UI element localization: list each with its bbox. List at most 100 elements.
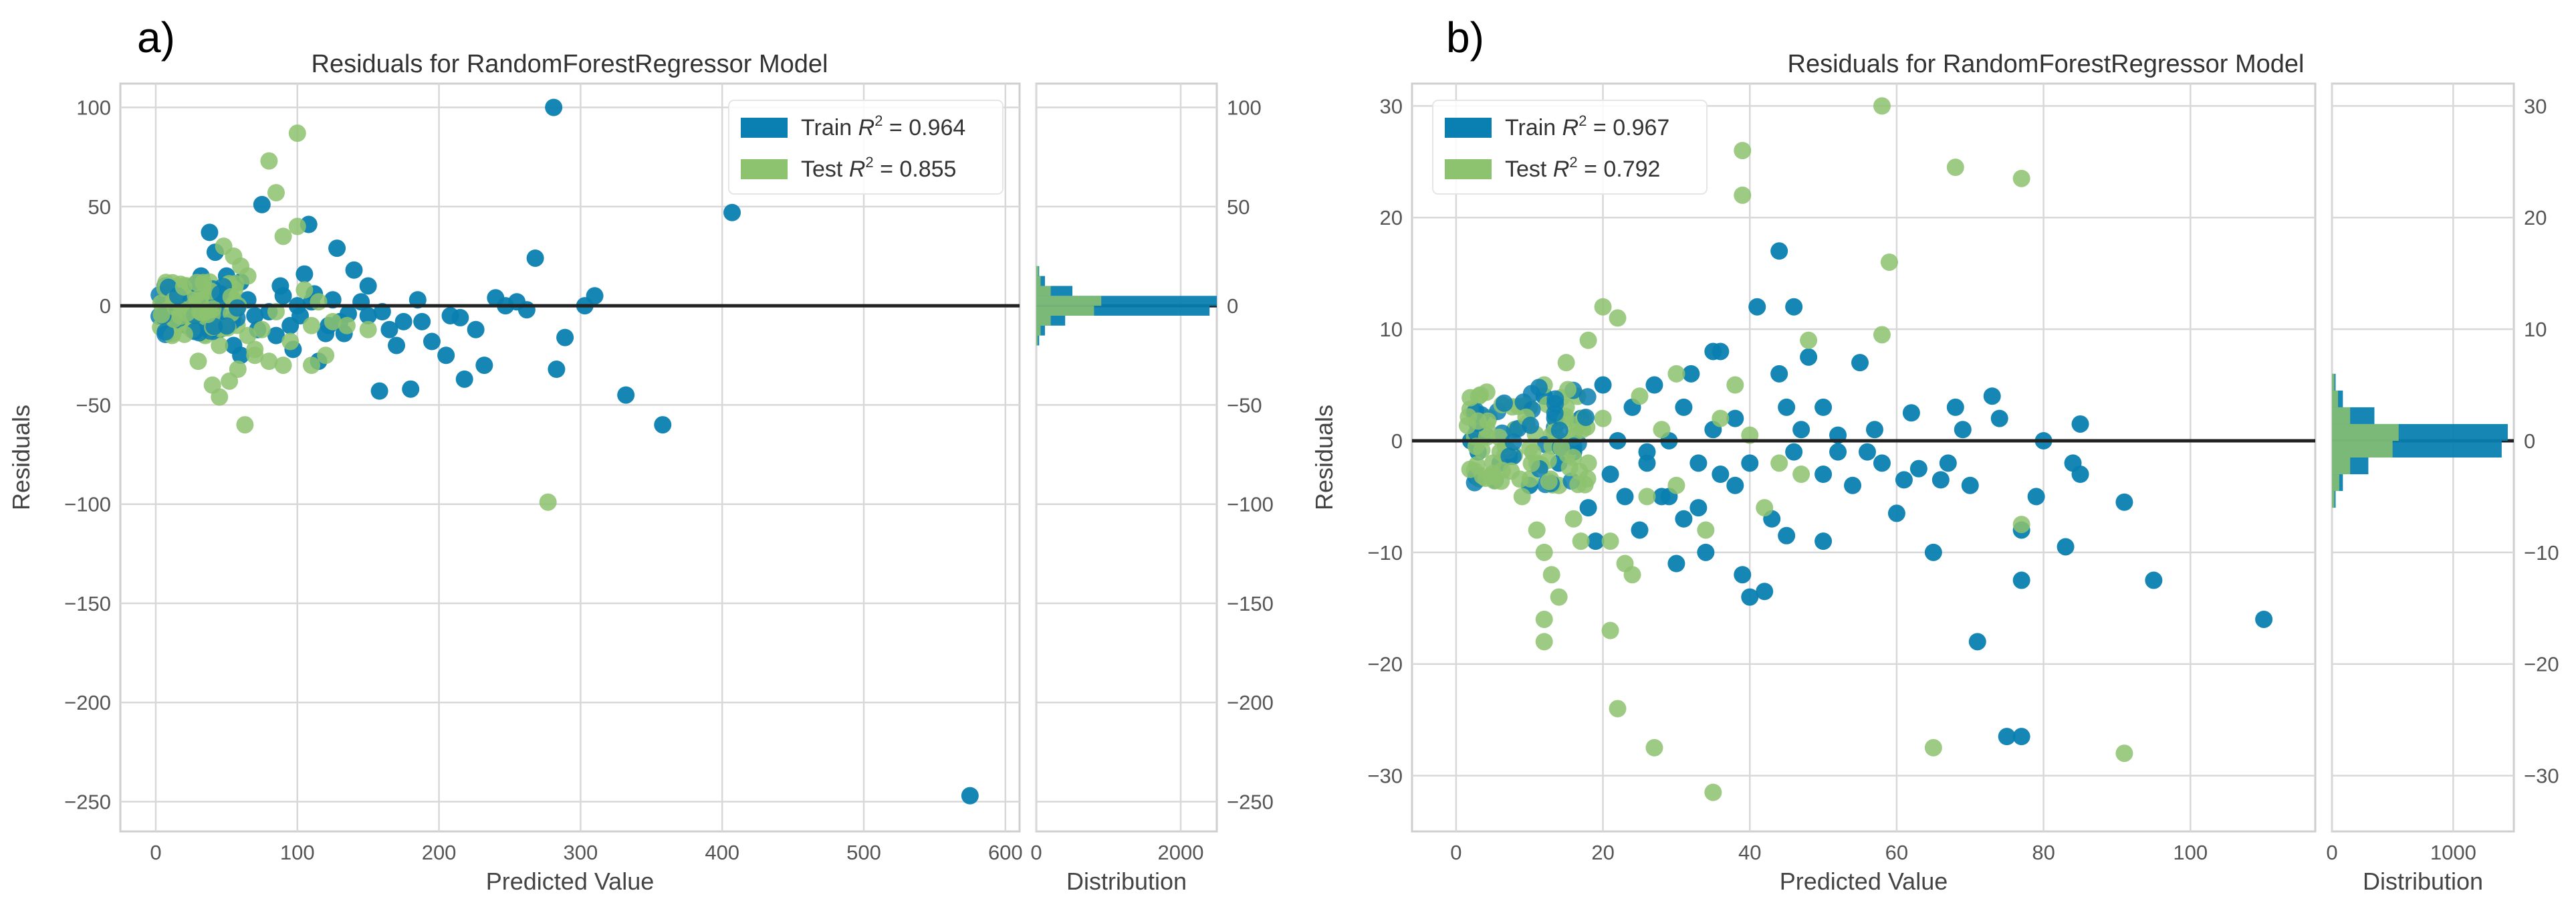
test-point — [211, 336, 229, 355]
test-histogram-bar — [1036, 266, 1039, 276]
train-point — [359, 277, 377, 295]
test-point — [1873, 326, 1891, 344]
train-point — [380, 320, 398, 338]
test-point — [1756, 499, 1774, 517]
legend-series-name: Train — [1505, 115, 1562, 140]
test-point — [189, 352, 207, 371]
y-tick-label: −150 — [64, 592, 111, 615]
test-point — [1734, 142, 1752, 160]
legend-r2-value: = 0.855 — [874, 157, 957, 182]
train-point — [1778, 398, 1796, 416]
y-axis-label: Residuals — [1310, 405, 1338, 510]
test-point — [174, 278, 193, 296]
panel-label: b) — [1446, 13, 1484, 62]
test-legend-swatch — [741, 159, 788, 179]
test-point — [1473, 441, 1491, 459]
test-point — [1528, 521, 1546, 539]
train-point — [1712, 466, 1730, 484]
legend-r2-value: = 0.967 — [1587, 115, 1669, 140]
test-point — [1631, 387, 1649, 405]
x-tick-label: 100 — [2173, 841, 2208, 864]
test-histogram-bar — [1036, 335, 1038, 346]
train-point — [617, 386, 635, 404]
legend-r-symbol: R — [1562, 115, 1579, 140]
train-point — [229, 299, 247, 317]
test-point — [1540, 472, 1558, 490]
train-point — [1682, 365, 1700, 383]
test-point — [1800, 331, 1818, 349]
train-point — [1675, 398, 1693, 416]
test-point — [1704, 783, 1722, 801]
train-point — [526, 249, 544, 267]
panel-label: a) — [137, 13, 175, 62]
train-point — [1546, 390, 1564, 408]
train-point — [1495, 394, 1513, 412]
test-histogram-bar — [2332, 440, 2393, 458]
y-tick-label: −10 — [1367, 541, 1403, 565]
test-legend-label: Test R2 = 0.855 — [801, 154, 956, 182]
train-point — [1998, 728, 2016, 746]
test-point — [199, 305, 217, 323]
train-point — [394, 312, 413, 330]
train-point — [1712, 342, 1730, 361]
dist-y-tick-label: −20 — [2524, 653, 2559, 676]
y-tick-label: −50 — [76, 393, 111, 417]
test-point — [152, 306, 170, 324]
train-point — [1770, 242, 1788, 260]
train-point — [1778, 526, 1796, 544]
test-point — [302, 357, 320, 375]
train-point — [296, 265, 314, 283]
train-point — [1829, 443, 1847, 461]
dist-y-tick-label: 20 — [2524, 206, 2547, 229]
train-point — [1844, 476, 1862, 494]
dist-x-tick-label: 0 — [2326, 841, 2337, 864]
test-point — [1734, 186, 1752, 204]
train-point — [455, 370, 473, 388]
train-point — [1873, 454, 1891, 472]
train-point — [545, 98, 563, 116]
test-point — [1513, 488, 1531, 506]
train-point — [413, 312, 431, 330]
x-tick-label: 500 — [846, 841, 881, 864]
test-point — [229, 361, 247, 379]
test-point — [1564, 510, 1583, 528]
test-histogram-bar — [2332, 491, 2335, 508]
test-point — [1579, 331, 1597, 349]
test-point — [274, 357, 292, 375]
test-point — [539, 493, 557, 511]
test-point — [1880, 253, 1898, 271]
y-tick-label: −20 — [1367, 653, 1403, 676]
test-point — [1535, 610, 1553, 628]
train-point — [345, 261, 363, 279]
train-point — [267, 326, 285, 344]
distribution-area — [1035, 82, 1218, 833]
test-point — [260, 152, 278, 170]
test-histogram-bar — [1036, 315, 1051, 326]
y-tick-label: 10 — [1380, 318, 1403, 341]
train-point — [246, 306, 264, 324]
train-point — [1697, 543, 1715, 561]
train-point — [437, 346, 455, 365]
train-point — [961, 787, 979, 805]
y-tick-label: 50 — [88, 195, 111, 219]
test-legend-label: Test R2 = 0.792 — [1505, 154, 1660, 182]
test-point — [1564, 448, 1583, 466]
test-point — [288, 124, 306, 142]
x-axis-label: Predicted Value — [1780, 868, 1948, 895]
train-point — [1902, 404, 1920, 422]
test-point — [1594, 298, 1612, 316]
test-point — [338, 316, 356, 334]
test-point — [1726, 376, 1744, 394]
train-point — [517, 301, 536, 319]
y-tick-label: 20 — [1380, 206, 1403, 229]
test-point — [1461, 389, 1480, 407]
test-point — [1924, 738, 1942, 756]
test-point — [1486, 472, 1504, 490]
chart-title: Residuals for RandomForestRegressor Mode… — [1788, 50, 2305, 78]
train-point — [723, 203, 741, 221]
test-point — [1601, 621, 1619, 639]
train-point — [1587, 532, 1605, 550]
dist-y-tick-label: −30 — [2524, 765, 2559, 788]
